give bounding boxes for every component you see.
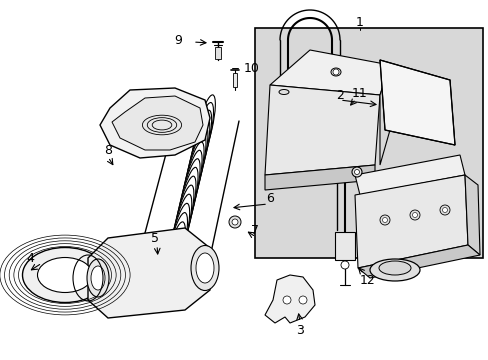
Ellipse shape xyxy=(188,118,209,189)
Ellipse shape xyxy=(166,213,187,280)
Ellipse shape xyxy=(178,159,200,233)
Polygon shape xyxy=(88,228,209,318)
Circle shape xyxy=(298,296,306,304)
Text: 12: 12 xyxy=(359,274,375,287)
Polygon shape xyxy=(264,165,374,190)
Circle shape xyxy=(228,216,241,228)
Ellipse shape xyxy=(192,103,213,170)
Text: 8: 8 xyxy=(104,144,112,157)
Circle shape xyxy=(351,167,361,177)
Ellipse shape xyxy=(369,259,419,281)
Text: 10: 10 xyxy=(244,62,260,75)
Ellipse shape xyxy=(22,248,107,302)
Text: 1: 1 xyxy=(355,15,363,28)
Ellipse shape xyxy=(183,134,205,207)
Circle shape xyxy=(332,69,338,75)
Circle shape xyxy=(442,207,447,212)
Ellipse shape xyxy=(168,203,189,273)
Text: 6: 6 xyxy=(265,192,273,204)
Ellipse shape xyxy=(176,167,198,241)
Circle shape xyxy=(379,215,389,225)
Ellipse shape xyxy=(38,257,92,292)
Ellipse shape xyxy=(378,261,410,275)
Circle shape xyxy=(283,296,290,304)
Ellipse shape xyxy=(186,126,207,198)
Ellipse shape xyxy=(180,150,202,224)
Polygon shape xyxy=(269,50,389,95)
Polygon shape xyxy=(100,88,209,158)
Bar xyxy=(232,73,237,87)
Circle shape xyxy=(412,212,417,217)
Ellipse shape xyxy=(190,110,211,180)
Ellipse shape xyxy=(172,185,194,257)
Text: 9: 9 xyxy=(174,33,182,46)
Polygon shape xyxy=(357,245,479,278)
Ellipse shape xyxy=(196,253,214,283)
Bar xyxy=(215,47,221,59)
Text: 5: 5 xyxy=(151,231,159,244)
Circle shape xyxy=(354,170,359,175)
Circle shape xyxy=(231,219,238,225)
Bar xyxy=(254,28,482,258)
Ellipse shape xyxy=(91,266,105,290)
Circle shape xyxy=(439,205,449,215)
Polygon shape xyxy=(354,155,464,195)
Ellipse shape xyxy=(87,259,109,297)
Circle shape xyxy=(382,217,386,222)
Ellipse shape xyxy=(330,68,340,76)
Ellipse shape xyxy=(194,95,215,161)
Polygon shape xyxy=(379,65,389,165)
Text: 11: 11 xyxy=(351,86,367,99)
Text: 3: 3 xyxy=(295,324,304,337)
Text: 2: 2 xyxy=(335,89,343,102)
Ellipse shape xyxy=(170,194,191,265)
Polygon shape xyxy=(379,60,454,145)
Polygon shape xyxy=(264,275,314,323)
Bar xyxy=(334,232,354,260)
Polygon shape xyxy=(112,96,203,150)
Ellipse shape xyxy=(191,246,219,291)
Ellipse shape xyxy=(182,142,203,216)
Polygon shape xyxy=(354,175,467,268)
Circle shape xyxy=(409,210,419,220)
Ellipse shape xyxy=(174,176,196,249)
Circle shape xyxy=(340,261,348,269)
Polygon shape xyxy=(464,175,479,255)
Ellipse shape xyxy=(279,90,288,95)
Ellipse shape xyxy=(164,222,185,288)
Text: 7: 7 xyxy=(250,224,259,237)
Text: 4: 4 xyxy=(26,252,34,265)
Polygon shape xyxy=(264,85,379,175)
